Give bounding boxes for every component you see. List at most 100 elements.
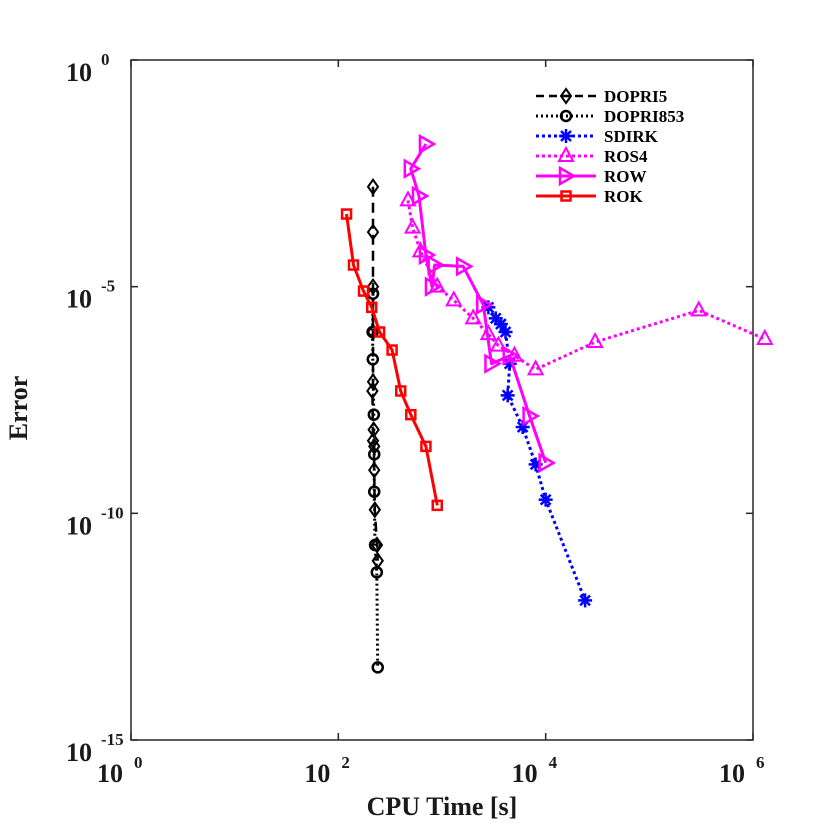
data-point-row	[411, 185, 430, 207]
data-point-dopri853	[367, 448, 381, 461]
data-point-dopri853	[366, 325, 379, 339]
data-point-ros4	[428, 276, 446, 293]
data-point-rok	[347, 259, 360, 271]
legend-item-dopri5: DOPRI5	[536, 87, 667, 106]
data-point-rok	[405, 408, 417, 421]
y-tick-label: 10	[66, 738, 92, 767]
x-tick-label: 10	[97, 759, 123, 788]
data-point-ros4	[756, 328, 774, 346]
data-point-sdirk	[538, 492, 553, 507]
data-point-rok	[420, 440, 432, 453]
series-line-rok	[345, 213, 439, 506]
y-axis-label: Error	[4, 376, 33, 441]
legend-item-row: ROW	[536, 165, 647, 187]
legend-label: DOPRI853	[604, 107, 684, 126]
data-point-row	[418, 244, 437, 266]
data-point-ros4	[445, 290, 463, 307]
data-point-dopri853	[367, 408, 381, 421]
series-line-sdirk	[487, 306, 587, 601]
data-point-sdirk	[498, 325, 513, 339]
data-point-rok	[394, 385, 407, 397]
legend-marker-rok	[560, 190, 572, 202]
y-tick-exponent: 0	[101, 50, 110, 69]
legend-item-ros4: ROS4	[536, 145, 648, 166]
legend-item-rok: ROK	[536, 187, 644, 206]
data-point-row	[476, 294, 494, 315]
series-rok	[340, 208, 444, 512]
data-point-ros4	[464, 308, 482, 325]
data-point-rok	[365, 301, 378, 314]
series-layer	[340, 133, 774, 674]
legend-label: ROW	[604, 167, 647, 186]
y-tick-exponent: -15	[101, 730, 124, 749]
data-point-dopri5	[366, 382, 379, 400]
x-tick-label: 10	[512, 759, 538, 788]
data-point-row	[427, 254, 446, 276]
data-point-row	[424, 276, 443, 297]
x-axis-label: CPU Time [s]	[367, 792, 518, 821]
data-point-rok	[340, 208, 353, 220]
data-point-dopri5	[368, 437, 381, 456]
data-point-row	[538, 452, 557, 473]
legend-marker-sdirk	[559, 129, 573, 143]
x-tick-exponent: 2	[341, 753, 350, 772]
legend-label: ROS4	[604, 147, 648, 166]
data-point-rok	[431, 499, 444, 512]
data-point-ros4	[690, 300, 708, 317]
data-point-dopri5	[368, 501, 382, 519]
legend-label: ROK	[604, 187, 644, 206]
data-point-sdirk	[515, 420, 530, 435]
y-tick-label: 10	[66, 511, 92, 540]
data-point-ros4	[489, 335, 508, 352]
series-line-dopri853	[371, 293, 380, 668]
y-tick-label: 10	[66, 58, 92, 87]
data-point-dopri5	[366, 431, 380, 450]
data-point-ros4	[586, 331, 604, 349]
legend-marker-dopri5	[559, 87, 573, 105]
data-point-rok	[357, 285, 370, 297]
x-tick-exponent: 0	[134, 753, 143, 772]
y-tick-exponent: -5	[101, 277, 115, 296]
data-point-sdirk	[578, 593, 593, 608]
data-point-dopri5	[366, 178, 380, 196]
plot-area	[130, 59, 754, 741]
data-point-row	[522, 405, 541, 427]
data-point-row	[403, 158, 422, 179]
y-tick-label: 10	[66, 285, 92, 314]
data-point-dopri853	[368, 538, 382, 552]
data-point-dopri5	[366, 277, 380, 296]
data-point-dopri853	[370, 566, 384, 579]
data-point-dopri853	[366, 353, 380, 366]
legend-marker-row	[558, 165, 577, 187]
data-point-rok	[386, 344, 398, 356]
data-point-sdirk	[500, 388, 515, 403]
data-point-ros4	[399, 190, 417, 207]
legend-label: SDIRK	[604, 127, 659, 146]
data-point-dopri5	[366, 223, 380, 241]
data-point-row	[502, 345, 521, 366]
x-tick-exponent: 4	[549, 753, 558, 772]
data-point-ros4	[505, 345, 524, 362]
data-point-rok	[373, 326, 386, 338]
legend-marker-ros4	[557, 145, 575, 162]
data-point-sdirk	[493, 317, 508, 332]
data-point-row	[418, 133, 437, 155]
legend-item-sdirk: SDIRK	[536, 127, 659, 146]
x-tick-label: 10	[719, 759, 745, 788]
data-point-ros4	[403, 217, 422, 234]
data-point-dopri853	[371, 661, 384, 674]
data-point-row	[455, 256, 474, 277]
data-point-ros4	[526, 359, 545, 376]
data-point-dopri5	[367, 420, 380, 439]
series-row	[403, 133, 557, 473]
legend-label: DOPRI5	[604, 87, 667, 106]
data-point-row	[484, 353, 502, 374]
data-point-dopri5	[368, 461, 381, 479]
legend-item-dopri853: DOPRI853	[536, 107, 684, 126]
axis-ticks: 10 0 10 2 10 4 10 6 10 0 10 -5 10 -10 10 -15	[66, 50, 765, 788]
legend-marker-dopri853	[559, 109, 573, 123]
x-tick-exponent: 6	[756, 753, 765, 772]
data-point-dopri853	[367, 485, 381, 498]
